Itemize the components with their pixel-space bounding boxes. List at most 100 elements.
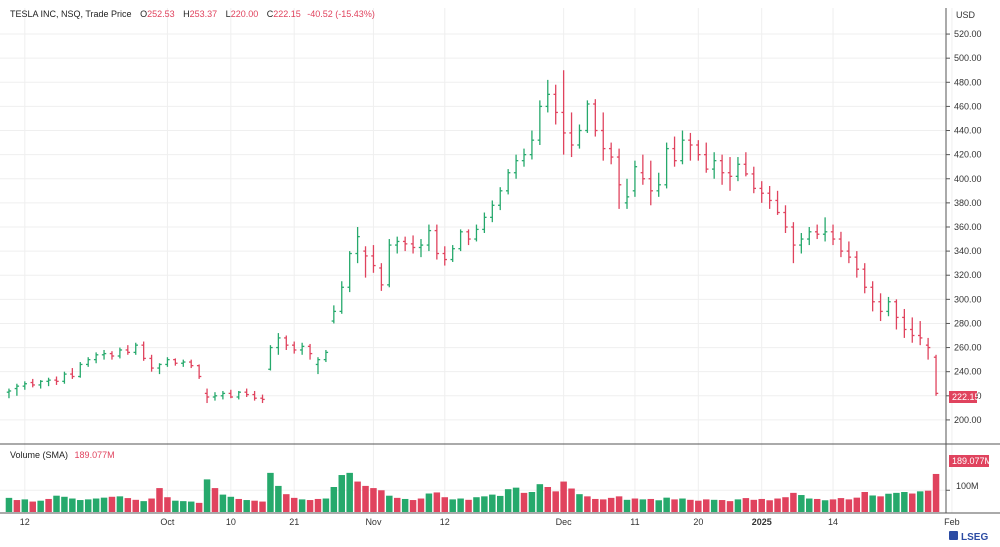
volume-bar [108,496,116,512]
ohlc-bar [292,341,297,354]
volume-bar [378,490,385,512]
volume-bar [504,489,512,512]
ohlc-bar [189,359,194,369]
ohlc-bar [93,352,99,364]
volume-bar [916,491,924,512]
low-label: L [226,9,231,19]
ohlc-bar [379,263,384,291]
ohlc-bar [648,160,653,206]
ohlc-bar [545,79,550,113]
lseg-logo: LSEG [949,531,988,543]
volume-bar [687,499,694,512]
price-tick-label: 520.00 [954,29,982,39]
volume-bar [53,495,60,512]
volume-bar [61,496,68,512]
ohlc-bar [70,368,75,379]
ohlc-bar [759,181,764,203]
ohlc-bar [735,157,741,182]
volume-bar [441,497,449,512]
ohlc-bar [553,84,558,125]
ohlc-bar [323,349,329,363]
volume-bar [853,497,861,512]
close-value: 222.15 [273,9,301,19]
volume-bar [592,498,599,512]
volume-bar [13,500,21,512]
volume-bar [124,498,132,512]
close-label: C [267,9,274,19]
volume-bar [734,499,742,512]
volume-value: 189.077M [75,450,115,460]
ohlc-bar [680,130,685,165]
volume-legend: Volume (SMA) 189.077M [10,450,115,460]
ohlc-bar [204,388,210,404]
ohlc-bar [933,354,939,396]
volume-bar [806,498,813,512]
ohlc-bar [363,246,368,278]
ohlc-bar [624,178,630,209]
time-tick-label: 10 [226,517,236,527]
volume-bar [425,493,433,512]
ohlc-bar [315,357,321,375]
volume-bar [211,488,219,512]
volume-bar [132,499,139,512]
volume-bar [457,498,464,512]
ohlc-bar [165,357,170,367]
price-tick-label: 460.00 [954,101,982,111]
volume-bar [465,499,472,512]
ohlc-bar [212,392,218,401]
volume-bar [473,497,480,512]
ohlc-bar [886,296,891,317]
ohlc-bar [490,200,495,223]
time-tick-label: 2025 [752,517,772,527]
ohlc-bar [521,148,527,167]
volume-bar [615,496,623,512]
ohlc-bar [910,317,915,343]
ohlc-bar [228,389,234,399]
price-tick-label: 240.00 [954,367,982,377]
ohlc-bar [307,343,313,360]
volume-bar [140,501,147,512]
price-tick-label: 420.00 [954,150,982,160]
volume-bar [290,497,298,512]
volume-bar [77,500,84,512]
price-axis: 200.00220.00240.00260.00280.00300.00320.… [946,29,982,491]
volume-bar [782,497,789,512]
volume-bar [29,501,36,512]
volume-bar [599,499,607,512]
open-value: 252.53 [147,9,175,19]
volume-bar [164,497,171,512]
price-tick-label: 380.00 [954,198,982,208]
time-tick-label: Oct [160,517,175,527]
ohlc-bar [822,217,828,242]
ohlc-bar [268,345,273,371]
ohlc-bar [640,154,646,185]
ohlc-bar [482,212,487,234]
volume-bar [829,499,837,512]
ohlc-bar [743,152,749,177]
volume-bar [5,497,13,512]
volume-bar [742,498,750,512]
volume-bar [386,495,393,512]
ohlc-bar [696,140,701,161]
time-tick-label: 20 [693,517,703,527]
volume-bar [409,500,417,512]
volume-bar [703,499,710,512]
ohlc-bar [632,160,638,197]
ohlc-bar [799,233,804,254]
volume-bar [869,495,876,512]
ohlc-bar [656,172,661,197]
ohlc-bar [505,169,511,195]
volume-bar [655,500,662,512]
ohlc-bar [608,142,614,165]
volume-bar [695,500,702,512]
volume-bar [306,500,314,512]
ohlc-bar [830,224,836,246]
volume-bar [227,496,235,512]
ohlc-bar [442,246,447,266]
ohlc-bar [783,205,788,234]
ohlc-bar [426,224,432,252]
volume-bar [172,500,179,512]
volume-bar [758,498,765,512]
ohlc-bar [894,299,899,330]
